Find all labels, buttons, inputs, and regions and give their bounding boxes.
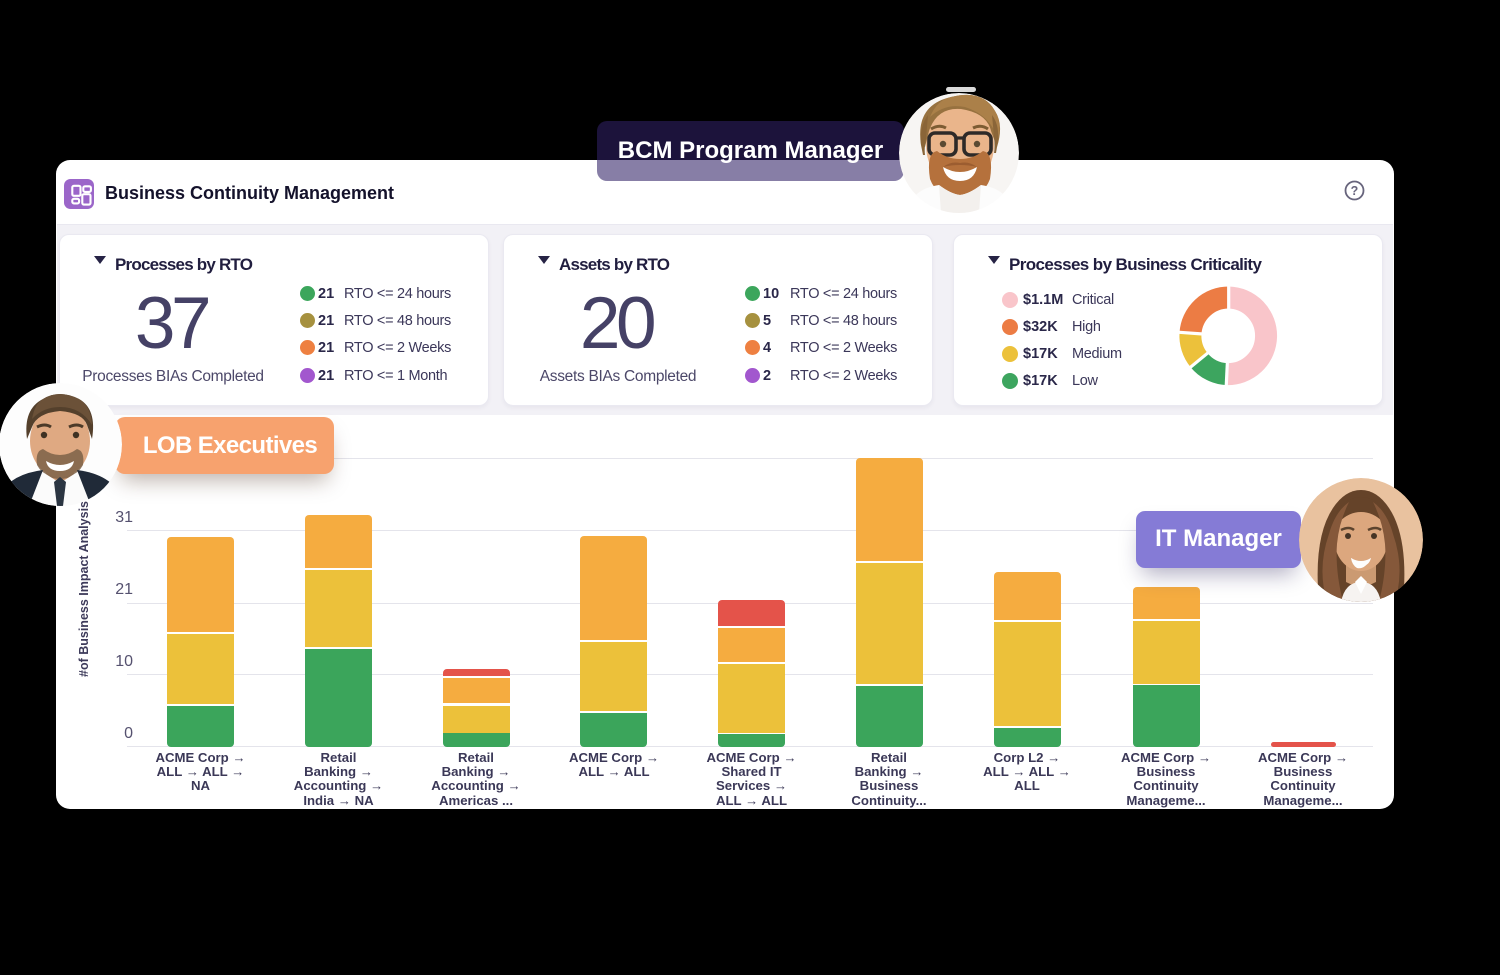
svg-text:?: ? xyxy=(1351,184,1359,198)
